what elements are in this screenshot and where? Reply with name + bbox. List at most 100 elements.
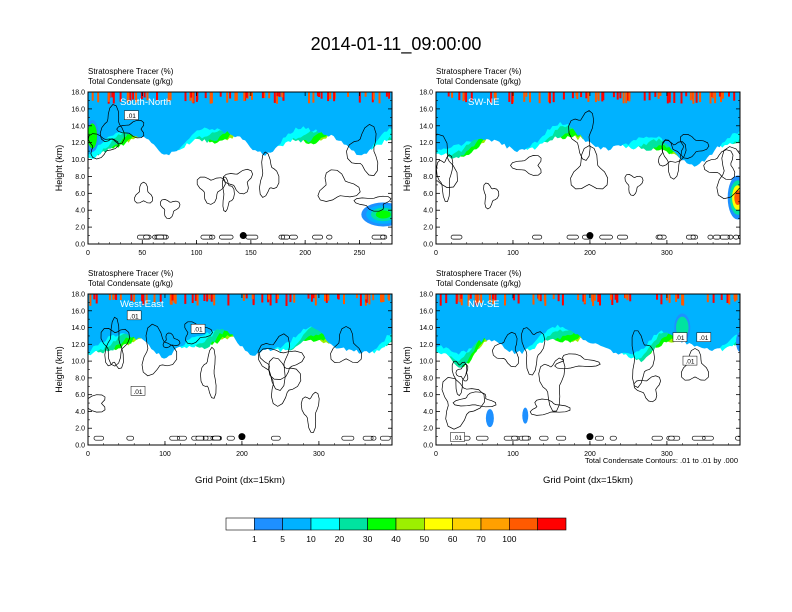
tracer-streak	[89, 294, 92, 306]
colorbar-label: 5	[280, 534, 285, 544]
tracer-streak	[467, 294, 470, 306]
tracer-streak	[196, 294, 199, 306]
panel-name: West-East	[120, 299, 164, 310]
tracer-streak	[119, 294, 122, 300]
low-cloud-contour	[176, 435, 187, 441]
header-label-tracer: Stratosphere Tracer (%)	[88, 67, 174, 76]
tracer-streak	[364, 294, 367, 300]
low-cloud-contour	[169, 435, 180, 441]
tracer-streak	[477, 294, 480, 303]
x-tick-label: 150	[245, 250, 257, 257]
condensate-contour	[661, 140, 687, 180]
low-cloud-contour	[691, 435, 706, 441]
x-tick-label: 300	[313, 451, 325, 458]
tracer-streak	[612, 92, 615, 98]
tracer-streak	[194, 294, 197, 301]
tracer-streak	[720, 294, 723, 300]
contour-label: .01	[127, 113, 136, 120]
tracer-streak	[358, 92, 361, 103]
low-cloud-contour	[370, 435, 377, 441]
tracer-streak	[523, 92, 526, 102]
tracer-streak	[115, 294, 118, 300]
low-cloud-contour	[651, 435, 663, 441]
tracer-streak	[571, 92, 574, 99]
tracer-streak	[593, 294, 596, 301]
x-tick-label: 0	[434, 451, 438, 458]
colorbar-swatch	[254, 517, 283, 531]
tracer-band	[88, 92, 392, 156]
header-label-tracer: Stratosphere Tracer (%)	[88, 269, 174, 278]
header-label-tracer: Stratosphere Tracer (%)	[436, 269, 522, 278]
tracer-streak	[583, 294, 586, 304]
condensate-contour	[703, 149, 736, 181]
tracer-streak	[668, 294, 671, 303]
condensate-contour	[436, 154, 454, 202]
condensate-contour	[88, 133, 119, 160]
low-cloud-contour	[219, 234, 234, 240]
tracer-streak	[728, 294, 731, 305]
colorbar-label: 1	[252, 534, 257, 544]
header-label-condensate: Total Condensate (g/kg)	[436, 77, 521, 86]
y-tick-label: 0.0	[75, 443, 85, 450]
tracer-streak	[695, 92, 698, 103]
panel-3: .01 .01 .01 0.0 2.0 4.0 6.0 8.0 10.0 12.0 14.0 16.0…	[54, 269, 393, 486]
tracer-streak	[718, 92, 721, 97]
tracer-streak	[656, 294, 658, 300]
y-axis-label: Height (km)	[402, 145, 412, 192]
colorbar-swatch	[509, 517, 538, 531]
tracer-streak	[142, 294, 145, 306]
low-cloud-contour	[735, 435, 740, 441]
tracer-streak	[312, 92, 315, 103]
y-tick-label: 10.0	[419, 157, 433, 164]
tracer-streak	[597, 92, 600, 100]
tracer-streak	[699, 92, 702, 102]
low-cloud-contour	[702, 435, 714, 441]
y-tick-label: 14.0	[419, 123, 433, 130]
tracer-streak	[191, 92, 194, 103]
tracer-streak	[245, 92, 248, 98]
tracer-streak	[372, 92, 375, 100]
tracer-streak	[611, 294, 614, 305]
tracer-streak	[167, 92, 170, 102]
tracer-streak	[141, 294, 144, 302]
y-tick-label: 8.0	[75, 174, 85, 181]
x-axis-label: Grid Point (dx=15km)	[195, 475, 285, 486]
tracer-streak	[278, 92, 281, 97]
contour-label-box	[130, 386, 146, 396]
tracer-streak	[234, 92, 237, 101]
tracer-streak	[643, 92, 646, 101]
y-tick-label: 4.0	[75, 409, 85, 416]
low-cloud-contour	[539, 435, 549, 441]
tracer-streak	[517, 294, 520, 304]
low-cloud-contour	[209, 234, 216, 240]
panel-1: .01 0.0 2.0 4.0 6.0 8.0 10.0 12.0 14.0 16.0 18.0 0 5…	[54, 67, 393, 257]
panel-4: .01 .01 .01 .01 0.0 2.0 4.0 6.0 8.0 10.0 12.0 14.0 1…	[402, 269, 741, 486]
tracer-streak	[135, 92, 138, 103]
colorbar-swatch	[480, 517, 510, 531]
condensate-contour	[259, 151, 280, 198]
colorbar-swatch	[395, 517, 425, 531]
x-tick-label: 200	[236, 451, 248, 458]
y-tick-label: 12.0	[71, 342, 85, 349]
condensate-contour	[222, 168, 253, 195]
location-marker	[586, 433, 594, 441]
y-tick-label: 4.0	[423, 409, 433, 416]
tracer-streak	[591, 294, 594, 302]
panel-2: 0.0 2.0 4.0 6.0 8.0 10.0 12.0 14.0 16.0 18.0 0 100 2…	[402, 67, 741, 257]
tracer-streak	[539, 294, 542, 302]
low-cloud-contour	[126, 435, 134, 441]
tracer-streak	[675, 294, 678, 302]
tracer-streak	[648, 92, 651, 101]
x-tick-label: 300	[661, 250, 673, 257]
low-cloud-contour	[556, 435, 567, 441]
low-cloud-contour	[599, 234, 613, 240]
colorbar-swatch	[282, 517, 312, 531]
tracer-streak	[119, 92, 122, 102]
y-tick-label: 16.0	[419, 106, 433, 113]
low-cloud-contour	[657, 234, 667, 240]
tracer-streak	[209, 92, 212, 104]
tracer-streak	[320, 92, 323, 99]
y-tick-label: 2.0	[75, 225, 85, 232]
tracer-streak	[599, 294, 601, 306]
tracer-streak	[281, 92, 284, 98]
